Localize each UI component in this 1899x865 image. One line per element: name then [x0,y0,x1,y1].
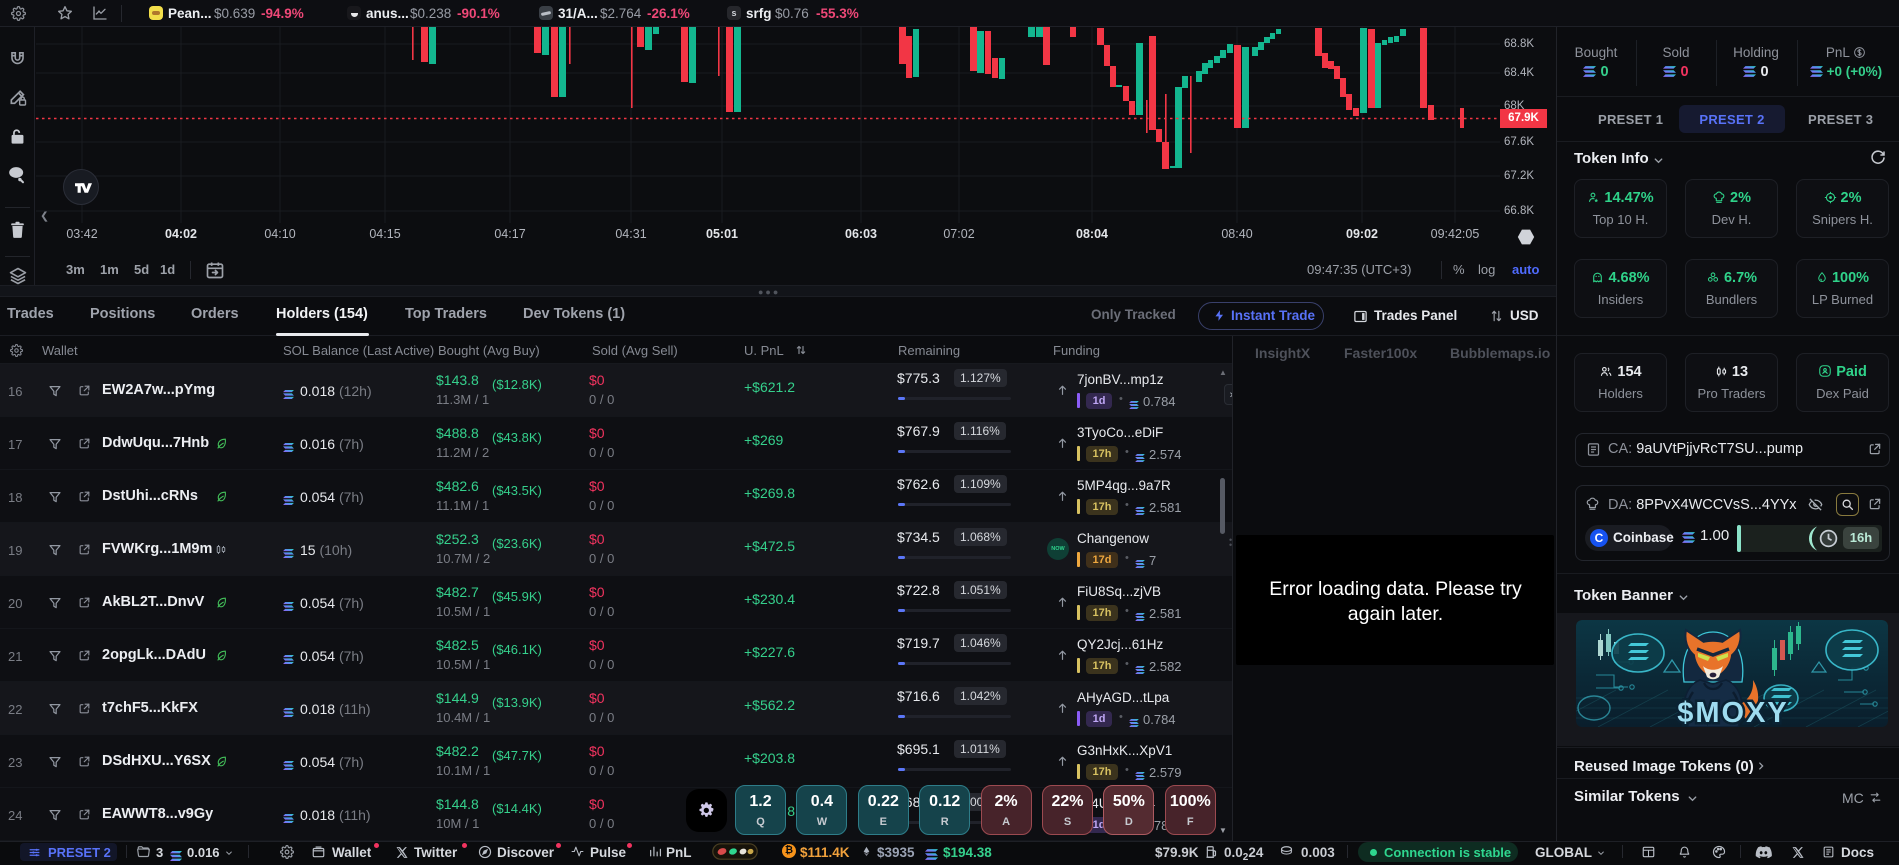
svg-text:$MOXY: $MOXY [1677,697,1789,727]
svg-text:$MOXY: $MOXY [1677,697,1789,727]
